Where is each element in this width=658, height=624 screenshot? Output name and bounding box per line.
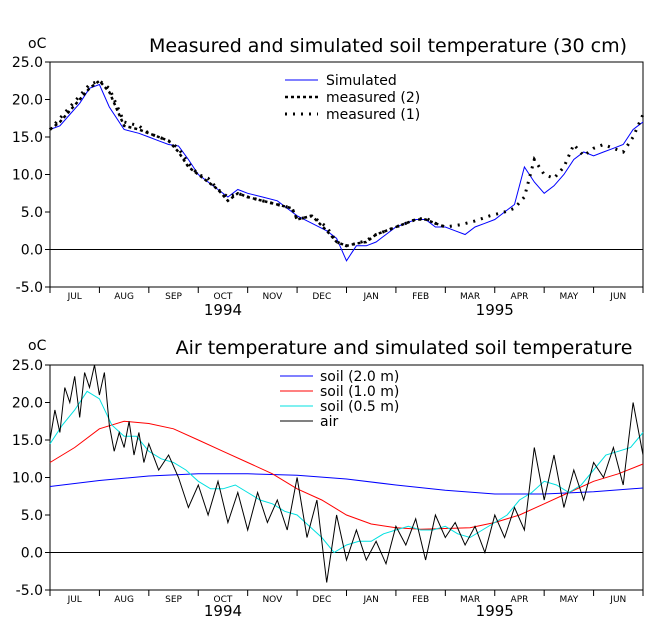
- series-line: [49, 364, 644, 583]
- y-axis-unit: oC: [28, 36, 47, 52]
- y-tick-label: 5.0: [21, 508, 43, 524]
- year-label: 1994: [204, 602, 242, 620]
- legend-label: soil (1.0 m): [320, 384, 399, 400]
- x-tick-label: AUG: [114, 595, 134, 605]
- chart-title: Air temperature and simulated soil tempe…: [176, 337, 633, 359]
- y-tick-label: 10.0: [12, 168, 43, 184]
- x-tick-label: SEP: [165, 292, 182, 302]
- y-tick-label: 25.0: [12, 55, 43, 71]
- x-tick-label: SEP: [165, 595, 182, 605]
- y-tick-label: 5.0: [21, 205, 43, 221]
- y-tick-label: 10.0: [12, 471, 43, 487]
- year-label: 1994: [204, 301, 242, 319]
- series-line: [49, 83, 644, 262]
- series-line: [49, 79, 446, 248]
- x-tick-label: MAR: [460, 292, 480, 302]
- y-tick-label: 15.0: [12, 433, 43, 449]
- x-tick-label: JUL: [67, 595, 82, 605]
- y-tick-label: 0.0: [21, 243, 43, 259]
- series-line: [49, 473, 644, 495]
- x-tick-label: NOV: [262, 292, 283, 302]
- x-tick-label: DEC: [312, 595, 331, 605]
- x-tick-label: NOV: [262, 595, 283, 605]
- legend-label: measured (2): [326, 90, 420, 106]
- legend-label: measured (1): [326, 107, 420, 123]
- y-tick-label: -5.0: [16, 280, 43, 296]
- year-label: 1995: [476, 301, 514, 319]
- x-tick-label: MAY: [560, 292, 579, 302]
- legend-label: soil (0.5 m): [320, 399, 399, 415]
- y-tick-label: 20.0: [12, 93, 43, 109]
- x-tick-label: JUN: [609, 595, 626, 605]
- air-soil-chart: Air temperature and simulated soil tempe…: [12, 337, 644, 620]
- x-tick-label: FEB: [412, 292, 429, 302]
- y-tick-label: 25.0: [12, 358, 43, 374]
- x-tick-label: FEB: [412, 595, 429, 605]
- series-line: [49, 420, 644, 530]
- x-tick-label: JAN: [363, 292, 379, 302]
- x-tick-label: APR: [511, 292, 529, 302]
- x-tick-label: JUL: [67, 292, 82, 302]
- legend-label: air: [320, 414, 338, 430]
- legend-label: Simulated: [326, 73, 397, 89]
- x-tick-label: MAR: [460, 595, 480, 605]
- y-tick-label: 0.0: [21, 546, 43, 562]
- legend-label: soil (2.0 m): [320, 369, 399, 385]
- x-tick-label: APR: [511, 595, 529, 605]
- soil-30cm-chart: Measured and simulated soil temperature …: [12, 35, 645, 319]
- x-tick-label: DEC: [312, 292, 331, 302]
- year-label: 1995: [476, 602, 514, 620]
- y-tick-label: -5.0: [16, 583, 43, 599]
- y-axis-unit: oC: [28, 338, 47, 354]
- x-tick-label: OCT: [214, 292, 233, 302]
- x-tick-label: JUN: [609, 292, 626, 302]
- y-tick-label: 15.0: [12, 130, 43, 146]
- chart-title: Measured and simulated soil temperature …: [149, 35, 627, 57]
- x-tick-label: JAN: [363, 595, 379, 605]
- x-tick-label: MAY: [560, 595, 579, 605]
- series-line: [49, 390, 644, 554]
- y-tick-label: 20.0: [12, 396, 43, 412]
- x-tick-label: AUG: [114, 292, 134, 302]
- x-tick-label: OCT: [214, 595, 233, 605]
